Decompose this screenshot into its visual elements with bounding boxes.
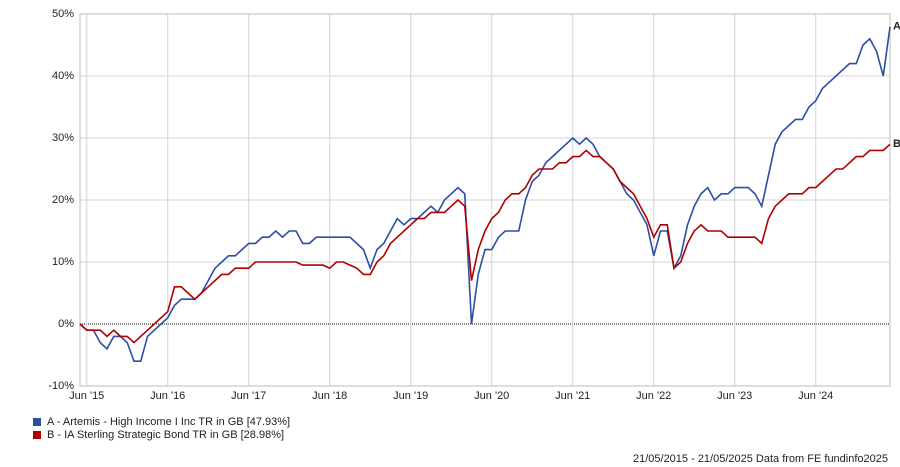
legend-swatch [33, 431, 41, 439]
series-line [79, 143, 891, 344]
x-tick-label: Jun '16 [150, 390, 185, 402]
x-tick-label: Jun '24 [798, 390, 833, 402]
legend-label: B - IA Sterling Strategic Bond TR in GB … [47, 429, 284, 441]
y-tick-label: -10% [48, 380, 74, 392]
series-line [79, 26, 891, 362]
legend-swatch [33, 418, 41, 426]
x-tick-label: Jun '20 [474, 390, 509, 402]
series-end-label: A [893, 21, 900, 33]
x-tick-label: Jun '15 [69, 390, 104, 402]
x-tick-label: Jun '17 [231, 390, 266, 402]
y-tick-label: 40% [52, 70, 74, 82]
y-tick-label: 20% [52, 194, 74, 206]
source-note: 21/05/2015 - 21/05/2025 Data from FE fun… [633, 453, 888, 465]
legend-label: A - Artemis - High Income I Inc TR in GB… [47, 416, 290, 428]
series-end-label: B [893, 138, 900, 150]
plot-frame [79, 13, 891, 387]
y-tick-label: 30% [52, 132, 74, 144]
x-tick-label: Jun '21 [555, 390, 590, 402]
y-tick-label: 10% [52, 256, 74, 268]
x-tick-label: Jun '23 [717, 390, 752, 402]
x-tick-label: Jun '22 [636, 390, 671, 402]
x-tick-label: Jun '19 [393, 390, 428, 402]
y-tick-label: 50% [52, 8, 74, 20]
y-tick-label: 0% [58, 318, 74, 330]
x-tick-label: Jun '18 [312, 390, 347, 402]
